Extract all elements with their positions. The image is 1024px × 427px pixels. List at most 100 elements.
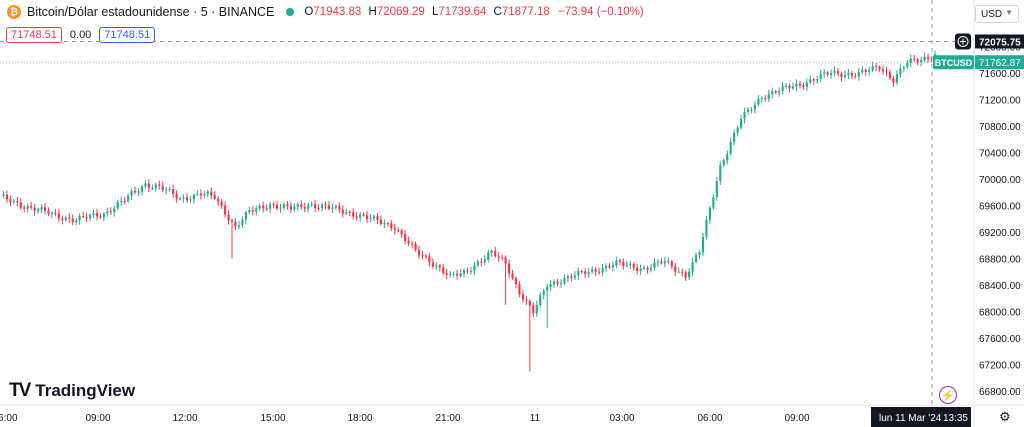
- candle-body: [601, 268, 604, 273]
- candle-body: [788, 85, 791, 89]
- candle-body: [497, 256, 500, 258]
- low-label: L: [431, 6, 439, 18]
- candle-body: [570, 276, 573, 278]
- candle-body: [646, 267, 649, 270]
- gear-icon[interactable]: ⚙: [999, 409, 1011, 424]
- candle-body: [622, 261, 625, 266]
- candle-body: [68, 217, 71, 219]
- currency-select[interactable]: USD ▼: [975, 5, 1019, 23]
- candle-body: [684, 272, 687, 278]
- buy-button[interactable]: 71748.51: [99, 27, 156, 43]
- candle-body: [909, 58, 912, 63]
- candle-body: [722, 160, 725, 166]
- candle-body: [487, 252, 490, 260]
- candle-body: [127, 195, 130, 201]
- high-label: H: [368, 6, 377, 18]
- candle-body: [767, 94, 770, 99]
- sell-button[interactable]: 71748.51: [6, 27, 62, 43]
- candle-body: [663, 261, 666, 264]
- candle-body: [667, 261, 670, 263]
- candle-body: [189, 199, 192, 201]
- candle-body: [521, 294, 524, 300]
- candle-body: [507, 263, 511, 274]
- candle-body: [88, 214, 92, 219]
- candle-body: [449, 273, 452, 275]
- candle-body: [656, 261, 660, 263]
- candle-body: [459, 273, 462, 276]
- candle-body: [830, 72, 833, 75]
- plus-circle-icon: [957, 35, 969, 47]
- candle-body: [826, 72, 829, 75]
- candle-body: [379, 219, 382, 224]
- candle-body: [338, 205, 341, 210]
- candle-body: [296, 204, 299, 207]
- candle-body: [771, 91, 774, 95]
- candle-body: [598, 271, 601, 273]
- candle-body: [175, 194, 178, 199]
- candle-body: [688, 271, 691, 278]
- brand-name: TradingView: [35, 381, 136, 400]
- candle-body: [660, 261, 663, 264]
- candle-body: [923, 56, 926, 61]
- candle-body: [172, 188, 175, 195]
- tradingview-brand[interactable]: TV TradingView: [9, 380, 135, 402]
- candle-body: [501, 257, 504, 259]
- ohlc-values: O71943.83 H72069.29 L71739.64 C71877.18 …: [304, 6, 643, 18]
- candle-body: [417, 249, 421, 256]
- candle-body: [760, 98, 763, 100]
- candle-body: [185, 197, 189, 201]
- change-value: −73.94 (−0.10%): [558, 6, 644, 18]
- crosshair-time-clock: 13:35: [943, 413, 968, 424]
- candle-body: [431, 262, 434, 267]
- candle-body: [386, 223, 389, 225]
- candle-body: [715, 181, 718, 198]
- candle-body: [556, 281, 559, 284]
- candle-body: [120, 200, 123, 203]
- candle-body: [816, 79, 819, 81]
- candle-body: [757, 98, 760, 105]
- candle-body: [57, 213, 60, 219]
- chevron-down-icon: ▼: [1005, 8, 1013, 17]
- y-tick-label: 67600.00: [979, 334, 1021, 345]
- candle-body: [345, 212, 348, 214]
- candle-body: [113, 208, 116, 213]
- y-tick-label: 68400.00: [979, 281, 1021, 292]
- candle-body: [868, 70, 871, 72]
- tradingview-logo-icon: TV: [9, 380, 31, 401]
- candle-body: [708, 207, 711, 220]
- close-value: 71877.18: [501, 6, 550, 18]
- y-tick-label: 70400.00: [979, 149, 1021, 160]
- candle-body: [307, 205, 310, 209]
- candle-body: [805, 82, 808, 87]
- candle-body: [393, 228, 396, 231]
- candle-body: [147, 183, 150, 188]
- candle-body: [355, 216, 358, 218]
- candle-body: [102, 213, 105, 218]
- candle-body: [785, 85, 788, 87]
- candle-body: [535, 305, 538, 314]
- candle-body: [577, 270, 580, 276]
- candle-body: [376, 216, 379, 220]
- candle-body: [265, 208, 268, 210]
- candle-body: [154, 184, 157, 188]
- candle-body: [559, 283, 563, 285]
- candle-body: [798, 83, 802, 86]
- symbol-title[interactable]: Bitcoin/Dólar estadounidense · 5 · BINAN…: [27, 5, 275, 19]
- candle-body: [456, 273, 459, 276]
- candle-body: [182, 197, 185, 199]
- candle-body: [92, 213, 95, 215]
- candle-body: [649, 267, 653, 270]
- candle-body: [573, 275, 576, 278]
- candle-body: [899, 68, 902, 75]
- x-tick-label: 09:00: [85, 413, 110, 424]
- candle-body: [352, 212, 355, 217]
- candle-body: [331, 207, 334, 209]
- candle-body: [300, 204, 303, 208]
- candle-body: [490, 250, 493, 253]
- bolt-icon[interactable]: ⚡: [939, 386, 957, 404]
- candle-body: [643, 267, 646, 269]
- candle-body: [161, 185, 164, 191]
- legend-header: ₿ Bitcoin/Dólar estadounidense · 5 · BIN…: [0, 0, 960, 24]
- candle-body: [54, 212, 57, 214]
